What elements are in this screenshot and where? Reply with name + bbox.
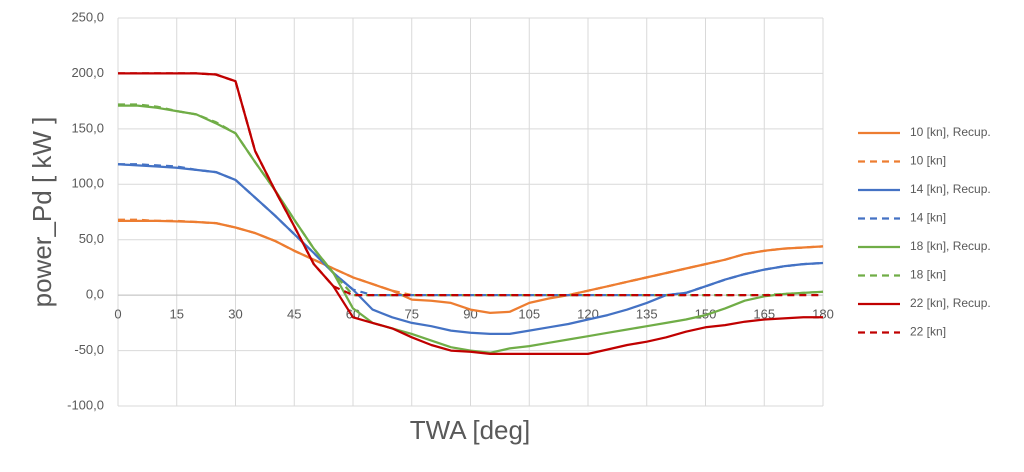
legend-label: 22 [kn], Recup. (910, 296, 991, 310)
x-tick-label: 15 (170, 307, 184, 322)
series-line (118, 72, 823, 356)
series-line (118, 163, 824, 297)
y-tick-label: -50,0 (74, 342, 104, 357)
legend-label: 14 [kn], Recup. (910, 182, 991, 196)
x-axis-title: TWA [deg] (410, 415, 530, 445)
x-tick-label: 45 (287, 307, 301, 322)
series-line (118, 72, 823, 297)
x-tick-label: 30 (228, 307, 242, 322)
y-tick-label: 250,0 (71, 9, 104, 24)
x-tick-label: 180 (812, 307, 834, 322)
x-tick-label: 165 (753, 307, 775, 322)
x-tick-label: 0 (114, 307, 121, 322)
x-tick-label: 105 (518, 307, 540, 322)
y-tick-label: 150,0 (71, 120, 104, 135)
y-tick-label: 50,0 (79, 231, 104, 246)
x-tick-label: 135 (636, 307, 658, 322)
legend-label: 10 [kn] (910, 154, 946, 168)
y-tick-label: 100,0 (71, 176, 104, 191)
y-axis-title: power_Pd [ kW ] (27, 117, 57, 308)
y-tick-label: 0,0 (86, 287, 104, 302)
x-tick-label: 75 (405, 307, 419, 322)
legend-label: 22 [kn] (910, 325, 946, 339)
series-line (117, 163, 824, 336)
legend-label: 18 [kn], Recup. (910, 239, 991, 253)
legend-label: 18 [kn] (910, 268, 946, 282)
legend-label: 14 [kn] (910, 211, 946, 225)
y-tick-label: 200,0 (71, 65, 104, 80)
y-tick-label: -100,0 (67, 397, 104, 412)
legend-label: 10 [kn], Recup. (910, 125, 991, 139)
